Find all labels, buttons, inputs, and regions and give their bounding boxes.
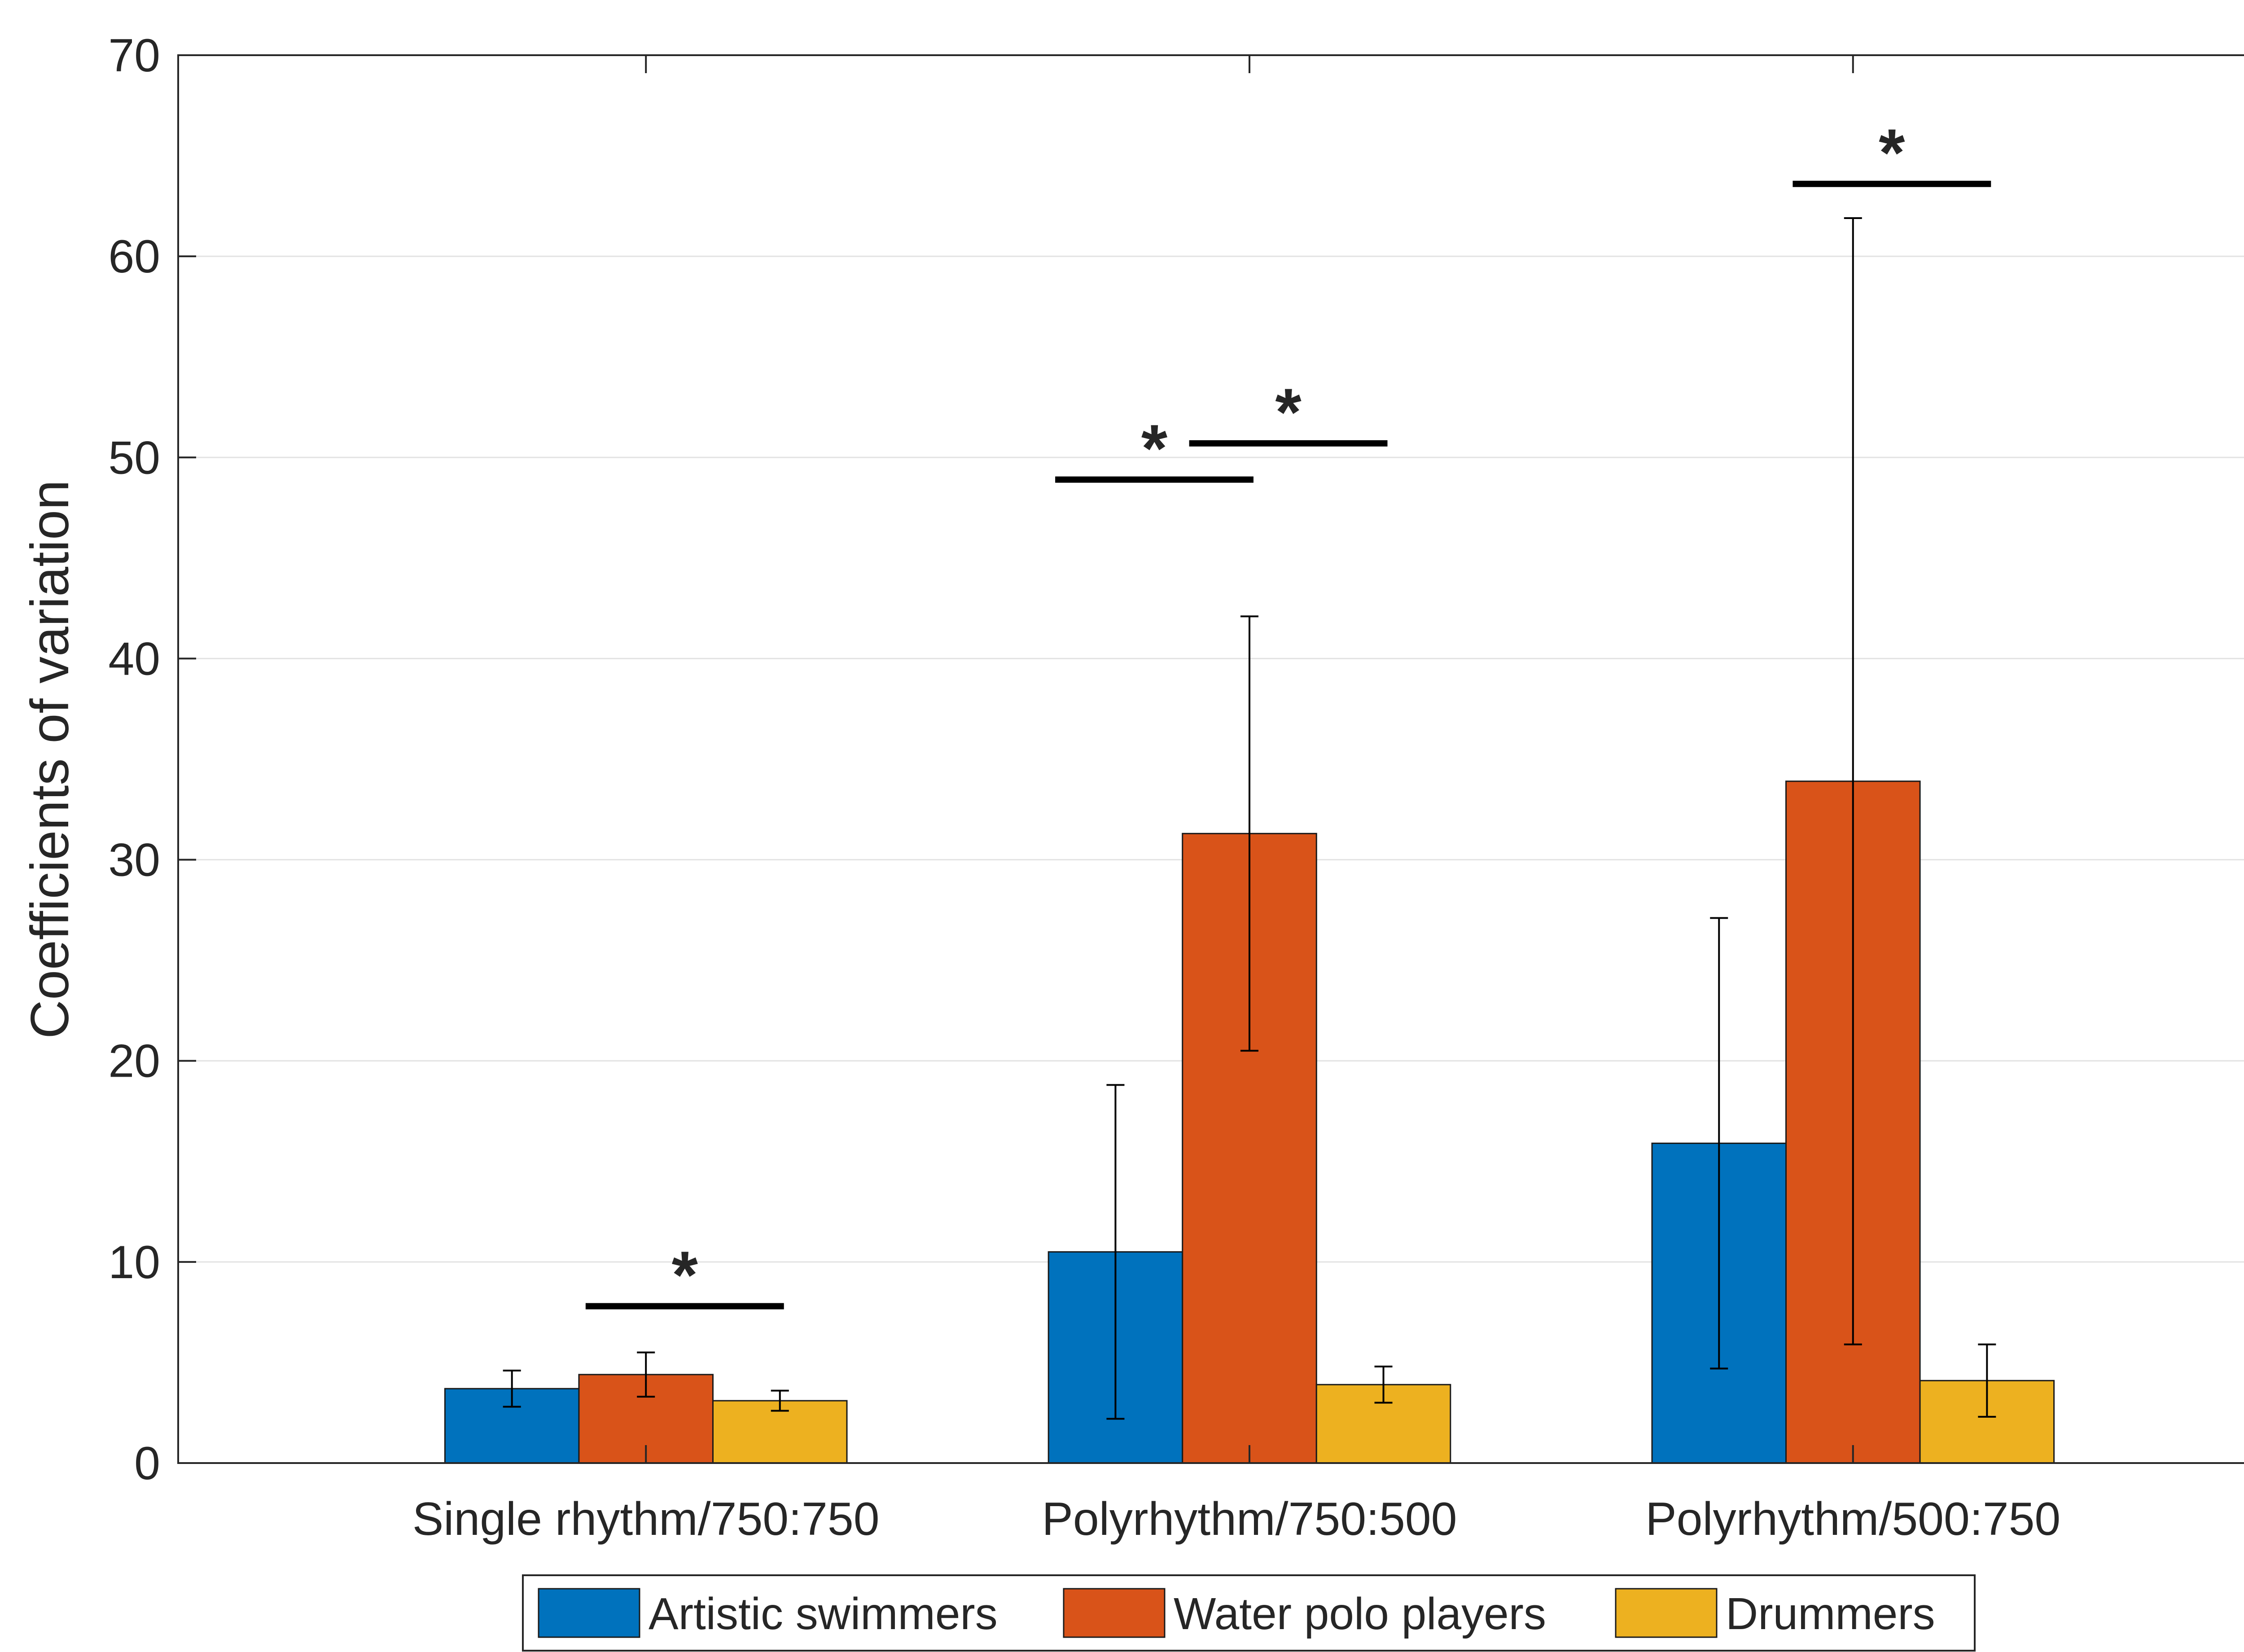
legend-swatch bbox=[1615, 1588, 1718, 1638]
y-tick-label-30: 30 bbox=[108, 834, 160, 886]
legend-swatch bbox=[538, 1588, 640, 1638]
legend-item-artistic-swimmers: Artistic swimmers bbox=[538, 1588, 998, 1639]
y-tick-label-0: 0 bbox=[134, 1437, 160, 1490]
significance-star-1: * bbox=[1141, 411, 1168, 486]
y-axis-label: Coefficients of variation bbox=[20, 480, 80, 1039]
error-bar-0-2 bbox=[1710, 917, 1728, 1370]
y-tick-label-60: 60 bbox=[108, 231, 160, 283]
legend-label: Water polo players bbox=[1174, 1589, 1546, 1639]
y-tick-label-20: 20 bbox=[108, 1035, 160, 1087]
x-tick-labels: Single rhythm/750:750 Polyrhythm/750:500 P… bbox=[412, 1493, 2060, 1545]
x-tick-label-1: Polyrhythm/750:500 bbox=[1042, 1493, 1457, 1545]
x-tick-label-2: Polyrhythm/500:750 bbox=[1645, 1493, 2060, 1545]
y-tick-label-70: 70 bbox=[108, 30, 160, 82]
x-tick-label-0: Single rhythm/750:750 bbox=[412, 1493, 880, 1545]
y-tick-label-40: 40 bbox=[108, 633, 160, 685]
legend-item-drummers: Drummers bbox=[1615, 1588, 1935, 1639]
y-tick-labels: 0 10 20 30 40 50 60 70 bbox=[108, 30, 160, 1490]
error-bar-2-0 bbox=[771, 1389, 789, 1412]
legend-label: Artistic swimmers bbox=[649, 1589, 998, 1639]
error-bar-1-2 bbox=[1844, 217, 1862, 1345]
legend-label: Drummers bbox=[1726, 1589, 1935, 1639]
error-bar-0-0 bbox=[503, 1369, 521, 1408]
significance-markers: * * * * bbox=[585, 115, 1991, 1312]
error-bar-1-1 bbox=[1240, 615, 1258, 1052]
significance-star-0: * bbox=[672, 1237, 698, 1312]
y-tick-label-10: 10 bbox=[108, 1236, 160, 1288]
error-bars bbox=[503, 217, 1996, 1420]
legend-item-water-polo-players: Water polo players bbox=[1063, 1588, 1546, 1639]
error-bar-2-1 bbox=[1374, 1365, 1393, 1404]
legend-box bbox=[522, 1574, 1976, 1652]
significance-star-3: * bbox=[1879, 115, 1905, 190]
error-bar-0-1 bbox=[1106, 1084, 1125, 1420]
axes bbox=[177, 54, 2244, 1464]
error-bar-1-0 bbox=[637, 1351, 655, 1398]
legend: Artistic swimmers Water polo players Drumm… bbox=[522, 1574, 1976, 1652]
significance-star-2: * bbox=[1275, 374, 1302, 450]
error-bar-2-2 bbox=[1978, 1343, 1996, 1418]
legend-swatch bbox=[1063, 1588, 1166, 1638]
y-tick-label-50: 50 bbox=[108, 432, 160, 484]
